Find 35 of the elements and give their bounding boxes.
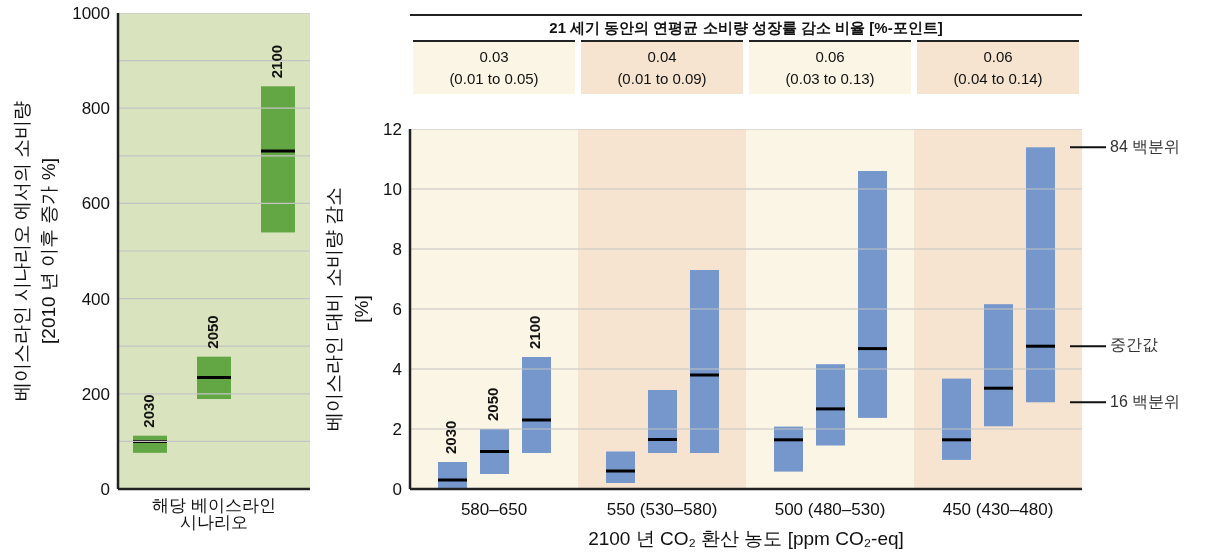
x-tick-label: 500 (480–530) (774, 500, 886, 520)
y-tick-label: 800 (81, 99, 110, 119)
y-tick-label: 0 (392, 480, 402, 500)
y-tick-label: 600 (81, 194, 110, 214)
annotation: 2050 (203, 315, 221, 349)
text: 0.03 (0.01 to 0.05) (413, 40, 575, 94)
x-tick-label: 580–650 (460, 500, 528, 520)
text: 84 백분위 (1110, 137, 1181, 155)
x-tick-label: 550 (530–580) (606, 500, 718, 520)
y-axis-title: 베이스라인 시나리오 에서의 소비량 [2010 년 이후 증가 %] (11, 100, 59, 402)
y-tick-label: 0 (100, 480, 110, 500)
x-axis-title: 해당 베이스라인 시나리오 (152, 496, 276, 533)
y-tick-label: 6 (392, 300, 402, 320)
x-axis-title: 2100 년 CO₂ 환산 농도 [ppm CO₂-eq] (588, 528, 904, 549)
y-tick-label: 12 (383, 120, 402, 140)
text: 2050 (484, 387, 502, 421)
text: 0.06 (0.04 to 0.14) (917, 40, 1079, 94)
y-tick-label: 10 (383, 180, 402, 200)
text: 2030 (442, 420, 460, 454)
y-axis-title: 베이스라인 대비 소비량 감소 [%] (323, 187, 372, 431)
text: 2100 (526, 315, 544, 349)
y-tick-label: 1000 (72, 4, 110, 24)
annotation: 2100 (267, 44, 285, 79)
y-tick-label: 2 (392, 420, 402, 440)
text: 0.04 (0.01 to 0.09) (581, 40, 743, 94)
text: 중간값 (1110, 336, 1158, 354)
y-tick-label: 4 (392, 360, 402, 380)
y-tick-label: 200 (81, 384, 110, 404)
text: 16 백분위 (1110, 392, 1181, 410)
text: 0.06 (0.03 to 0.13) (749, 40, 911, 94)
annotation: 2030 (139, 394, 157, 428)
chart-title: 21 세기 동안의 연평균 소비량 성장률 감소 비율 [%-포인트] (410, 14, 1082, 40)
x-tick-label: 450 (430–480) (942, 500, 1054, 520)
y-tick-label: 400 (81, 289, 110, 309)
y-tick-label: 8 (392, 240, 402, 260)
